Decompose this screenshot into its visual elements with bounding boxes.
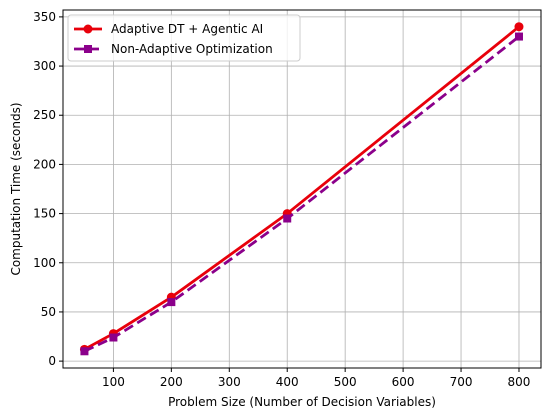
y-tick-label: 250 [33,108,56,122]
legend-label: Non-Adaptive Optimization [111,42,273,56]
legend-entry: Non-Adaptive Optimization [74,42,273,56]
data-point [80,347,89,356]
x-axis-title: Problem Size (Number of Decision Variabl… [168,395,436,409]
legend-box [67,14,301,62]
x-tick-label: 100 [102,375,125,389]
y-tick-label: 300 [33,59,56,73]
x-tick-label: 500 [334,375,357,389]
y-tick-label: 100 [33,256,56,270]
y-axis-title: Computation Time (seconds) [9,102,23,275]
x-tick-label: 700 [450,375,473,389]
y-tick-label: 0 [48,354,56,368]
data-point [167,298,176,307]
legend-entries: Adaptive DT + Agentic AI Non-Adaptive Opt… [74,22,273,56]
x-tick-label: 300 [218,375,241,389]
legend: Adaptive DT + Agentic AI Non-Adaptive Opt… [67,14,301,62]
ticks: 100 200 300 400 500 600 700 800 0 50 100 150 200 250 3… [33,10,530,389]
data-point [109,333,118,342]
x-tick-label: 400 [276,375,299,389]
grid [63,10,541,368]
y-tick-label: 50 [41,305,56,319]
y-tick-label: 150 [33,207,56,221]
legend-label: Adaptive DT + Agentic AI [111,22,263,36]
data-point [514,32,523,41]
data-point [283,214,292,223]
legend-entry: Adaptive DT + Agentic AI [74,22,263,36]
legend-marker [83,24,93,34]
x-tick-label: 600 [392,375,415,389]
x-tick-label: 800 [508,375,531,389]
y-tick-label: 200 [33,157,56,171]
series-group [79,22,524,356]
plot-frame [62,9,542,369]
legend-marker [84,45,92,53]
series-2 [80,32,523,356]
data-point [514,22,524,32]
x-tick-label: 200 [160,375,183,389]
y-tick-label: 350 [33,10,56,24]
